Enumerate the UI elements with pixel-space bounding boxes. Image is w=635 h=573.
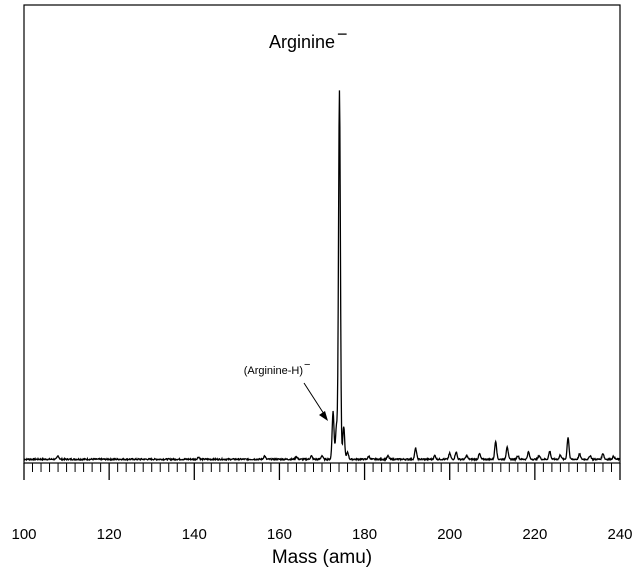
spectrum-layer (23, 90, 621, 462)
annotation-arginine-label: Arginine (269, 32, 335, 52)
x-axis: 100 120 140 160 180 200 220 240 (11, 463, 633, 543)
x-tick-label: 120 (97, 526, 122, 543)
x-tick-label: 200 (437, 526, 462, 543)
annotation-arrow-head (319, 411, 328, 421)
x-tick-label: 240 (607, 526, 632, 543)
annotation-arginine: Arginine (269, 32, 335, 52)
annotation-arginine-h: (Arginine-H) (244, 365, 303, 377)
annotation-arrow-shaft (303, 382, 325, 415)
x-axis-title: Mass (amu) (272, 547, 372, 568)
x-tick-label: 220 (522, 526, 547, 543)
annotation-arginine-charge: − (337, 24, 348, 44)
x-tick-label: 100 (11, 526, 36, 543)
plot-frame (23, 4, 621, 464)
x-tick-label: 140 (182, 526, 207, 543)
spectrum-trace (23, 90, 621, 462)
annotation-arginine-h-charge: − (304, 359, 310, 371)
x-tick-label: 160 (267, 526, 292, 543)
annotation-arginine-h-label: (Arginine-H) (244, 365, 303, 377)
x-tick-label: 180 (352, 526, 377, 543)
